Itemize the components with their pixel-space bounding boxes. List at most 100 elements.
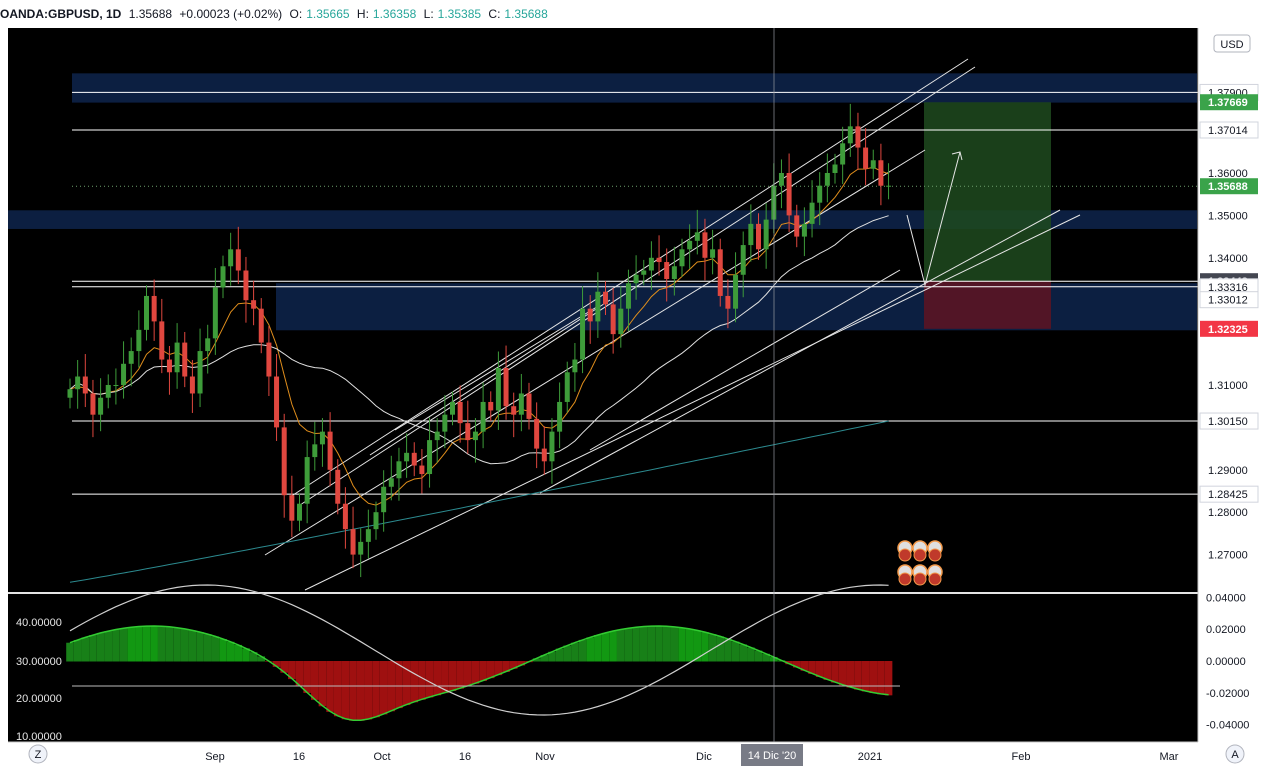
candle-body: [90, 393, 96, 415]
oscillator-bar: [739, 644, 747, 662]
candle: [228, 232, 234, 286]
price-label-text: 1.37669: [1208, 97, 1248, 109]
candle: [610, 287, 616, 354]
candle: [518, 373, 524, 432]
oscillator-bar: [563, 645, 572, 662]
oscillator-bar: [257, 656, 266, 662]
candle-body: [235, 249, 241, 271]
candle: [710, 229, 716, 275]
oscillator-bar: [601, 632, 610, 662]
oscillator-bar: [226, 641, 235, 662]
candle: [603, 281, 608, 316]
candle: [281, 413, 287, 518]
oscillator-bar: [448, 661, 457, 691]
oscillator-bar: [869, 661, 878, 694]
candle-body: [388, 478, 394, 487]
oscillator-bar: [402, 661, 411, 706]
time-tick-label: Dic: [696, 751, 712, 763]
trend-channel-line: [539, 209, 1061, 494]
candle-body: [373, 512, 379, 530]
candle-body: [641, 270, 647, 275]
oscillator-bar: [150, 626, 158, 662]
oscillator-bar: [379, 661, 388, 715]
flag-icon: [898, 548, 912, 562]
candle-body: [503, 368, 509, 407]
oscillator-bar: [800, 661, 809, 671]
candle-body: [297, 503, 302, 521]
candle-body: [886, 185, 892, 187]
ma-long-line: [69, 420, 889, 583]
low-value: 1.35385: [437, 7, 482, 21]
oscillator-bar: [441, 661, 449, 694]
oscillator-bar: [647, 626, 656, 662]
flag-icon: [928, 548, 942, 562]
chart-header: OANDA:GBPUSD, 1D 1.35688 +0.00023 (+0.02…: [0, 0, 1273, 28]
candle: [465, 400, 471, 454]
oscillator-tick-right: 0.04000: [1206, 592, 1246, 604]
candle: [427, 417, 433, 488]
candle-body: [450, 401, 455, 415]
candle-body: [748, 223, 754, 246]
oscillator-bar: [624, 628, 633, 662]
oscillator-tick-left: 10.00000: [16, 731, 62, 743]
oscillator-pane[interactable]: [8, 594, 1198, 742]
oscillator-bar: [632, 627, 640, 662]
candle-body: [878, 160, 884, 186]
candle: [319, 418, 325, 467]
candle-body: [870, 160, 876, 169]
candle: [648, 241, 654, 291]
candle: [549, 418, 555, 484]
oscillator-bar: [242, 648, 250, 662]
oscillator-bar: [716, 636, 725, 662]
candle-body: [549, 431, 555, 462]
stop-zone: [924, 281, 1051, 329]
candle: [717, 238, 723, 307]
oscillator-tick-right: -0.02000: [1206, 688, 1249, 700]
oscillator-bar: [333, 661, 342, 717]
candle-body: [786, 172, 792, 216]
projection-arrow: [906, 151, 961, 287]
candle-body: [365, 529, 371, 542]
candle-body: [580, 308, 586, 360]
flag-icon: [913, 548, 927, 562]
price-label-text: 1.35688: [1208, 181, 1248, 193]
candle: [335, 459, 341, 515]
candle: [450, 391, 455, 426]
candle: [618, 286, 624, 348]
candle-body: [358, 541, 364, 555]
price-label-box: [1200, 320, 1258, 337]
price-label-text: 1.33316: [1208, 282, 1248, 294]
oscillator-bar: [410, 661, 419, 703]
oscillator-bar: [318, 661, 327, 707]
oscillator-bar: [395, 661, 403, 709]
candle-body: [534, 418, 540, 449]
candle: [786, 153, 792, 232]
candle-body: [687, 240, 693, 250]
oscillator-bar: [211, 636, 220, 662]
candle-body: [801, 223, 807, 237]
ma-slow-line: [69, 215, 889, 465]
price-tick-label: 1.34000: [1208, 253, 1248, 265]
symbol-label[interactable]: OANDA:GBPUSD, 1D: [0, 7, 122, 21]
candle: [870, 149, 876, 180]
oscillator-tick-right: 0.00000: [1206, 656, 1246, 668]
candle: [182, 331, 188, 388]
time-tick-label: Oct: [373, 751, 390, 763]
trend-channel-line: [299, 66, 976, 506]
oscillator-bar: [884, 661, 893, 696]
candle-body: [105, 384, 111, 398]
candle-body: [304, 457, 310, 504]
candle: [886, 163, 892, 200]
candle: [342, 487, 348, 549]
price-label-box: [1199, 412, 1259, 430]
candle: [365, 509, 371, 559]
oscillator-bar: [433, 661, 441, 696]
candle: [442, 395, 448, 449]
oscillator-bar: [792, 661, 801, 668]
time-tick-label: 2021: [858, 751, 882, 763]
oscillator-bar: [303, 661, 311, 693]
candle-body: [159, 321, 165, 360]
oscillator-bar: [112, 629, 120, 662]
candle-body: [679, 249, 685, 267]
